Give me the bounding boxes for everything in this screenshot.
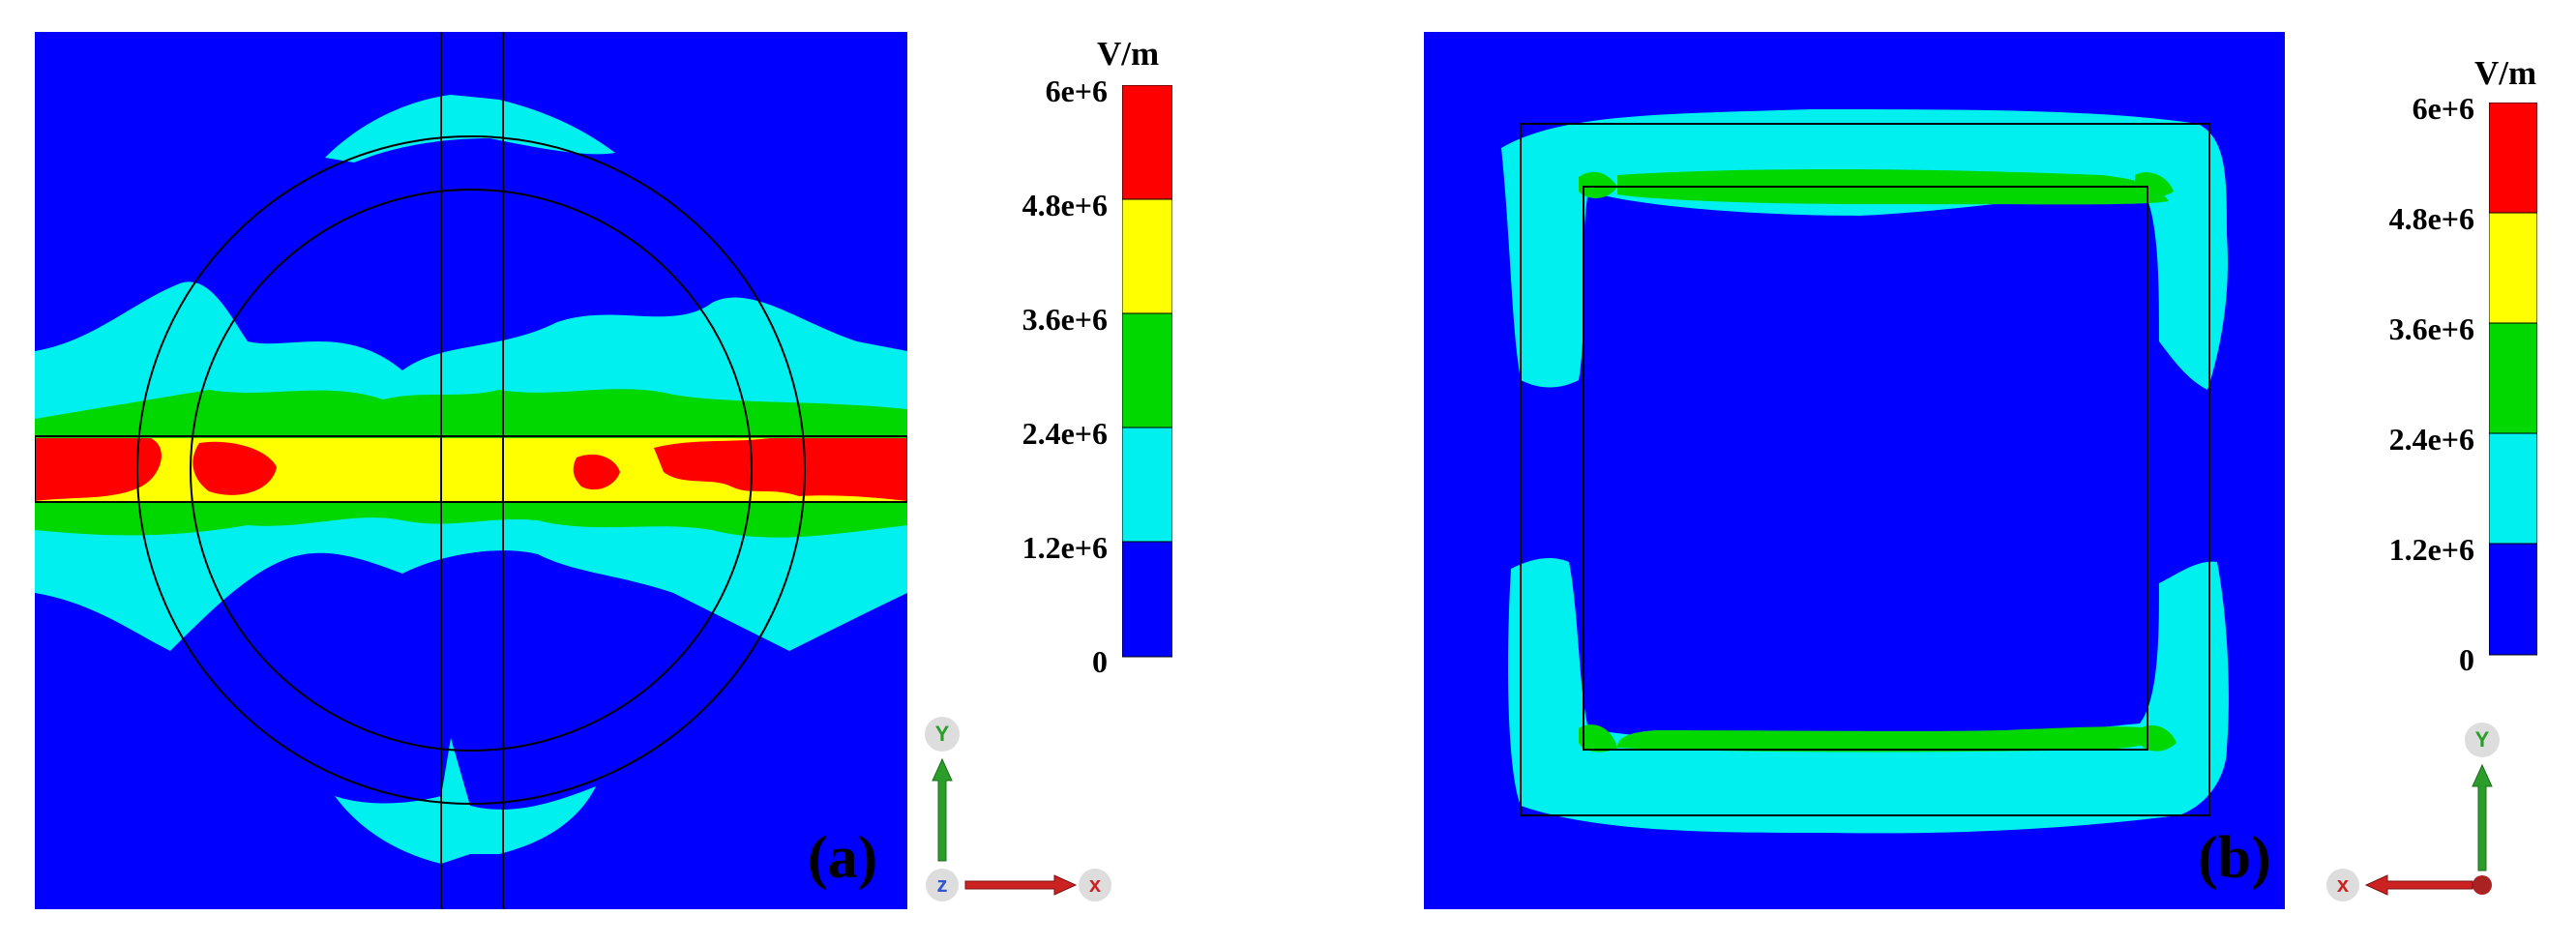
colorbar-b-tick-5: 0 (2459, 642, 2474, 677)
field-map-b (1424, 32, 2285, 909)
panel-b: V/m 6e+6 4.8e+6 3.6e+6 2.4e+6 1.2e+6 0 Y… (1288, 0, 2576, 945)
colorbar-b-segment-red (2488, 102, 2538, 214)
colorbar-tick-1: 4.8e+6 (1022, 188, 1108, 222)
y-axis-letter-b: Y (2475, 727, 2490, 752)
field-contour-cyan-bottom-b (1508, 558, 2229, 834)
field-contour-red-left2 (192, 441, 277, 495)
inner-square-outline (1583, 186, 2148, 751)
colorbar-b-tick-0: 6e+6 (2412, 91, 2474, 126)
axis-triad-a: Y z x (919, 711, 1112, 909)
x-axis-letter: x (1089, 872, 1102, 897)
colorbar-segment-cyan (1121, 427, 1173, 543)
y-axis-badge (925, 717, 960, 752)
y-axis-arrow (932, 757, 953, 862)
outer-square-outline (1520, 123, 2210, 816)
field-contour-green-corner-br (2140, 724, 2176, 752)
y-axis-letter: Y (935, 722, 950, 746)
field-map-a (35, 32, 907, 909)
y-axis-arrow-b (2472, 763, 2493, 871)
field-contour-green-corner-tr (2135, 172, 2174, 197)
colorbar-unit-label-b: V/m (2474, 54, 2537, 92)
colorbar-b (2488, 102, 2538, 661)
field-contour-cyan-bottom (335, 738, 596, 864)
colorbar-b-tick-3: 2.4e+6 (2388, 422, 2474, 457)
x-axis-arrow-b (2364, 874, 2473, 896)
colorbar-tick-2: 3.6e+6 (1022, 302, 1108, 337)
outer-ring-outline (136, 135, 806, 805)
colorbar-segment-yellow (1121, 198, 1173, 314)
colorbar-tick-5: 0 (1092, 644, 1108, 679)
origin-dot-b (2472, 875, 2492, 895)
axis-triad-b: Y x (2318, 711, 2550, 909)
colorbar-b-tick-1: 4.8e+6 (2388, 201, 2474, 236)
x-axis-arrow (964, 874, 1078, 896)
field-map-a-svg (35, 32, 907, 909)
field-map-b-svg (1424, 32, 2285, 909)
colorbar-b-segment-green (2488, 322, 2538, 434)
axis-triad-a-svg: Y z x (925, 717, 1111, 901)
field-contour-green-corner-bl (1579, 724, 1617, 753)
x-axis-badge (1079, 869, 1111, 901)
x-axis-badge-b (2326, 869, 2359, 901)
field-contour-red-left (35, 438, 162, 501)
colorbar-b-segment-blue (2488, 543, 2538, 656)
field-contour-green-corner-tl (1579, 171, 1617, 198)
field-contour-red-right (654, 438, 907, 501)
z-axis-letter: z (937, 872, 948, 897)
colorbar-tick-3: 2.4e+6 (1022, 416, 1108, 451)
colorbar-a (1121, 84, 1173, 663)
colorbar-b-segment-cyan (2488, 432, 2538, 545)
x-axis-letter-b: x (2337, 872, 2350, 897)
z-axis-badge (926, 869, 959, 901)
colorbar-segment-green (1121, 312, 1173, 428)
colorbar-b-segment-yellow (2488, 212, 2538, 324)
colorbar-unit-label: V/m (1097, 35, 1160, 73)
horizontal-strip-outline (35, 435, 907, 503)
colorbar-tick-4: 1.2e+6 (1022, 530, 1108, 565)
figure-label-a: (a) (808, 825, 878, 891)
inner-ring-outline (190, 189, 753, 752)
colorbar-tick-0: 6e+6 (1045, 74, 1108, 108)
colorbar-segment-red (1121, 84, 1173, 200)
colorbar-b-tick-4: 1.2e+6 (2388, 532, 2474, 567)
colorbar-a-svg (1121, 84, 1173, 658)
panel-a: V/m 6e+6 4.8e+6 3.6e+6 2.4e+6 1.2e+6 0 Y… (35, 32, 1173, 909)
figure-label-b: (b) (2198, 825, 2271, 891)
y-axis-badge-b (2465, 723, 2500, 757)
colorbar-b-tick-2: 3.6e+6 (2388, 311, 2474, 346)
colorbar-segment-blue (1121, 541, 1173, 658)
colorbar-b-svg (2488, 102, 2538, 656)
field-contour-green-bottom-b (1617, 726, 2169, 753)
field-contour-cyan-top (325, 95, 615, 162)
axis-triad-b-svg: Y x (2326, 723, 2500, 901)
field-contour-red-mid (573, 454, 620, 490)
